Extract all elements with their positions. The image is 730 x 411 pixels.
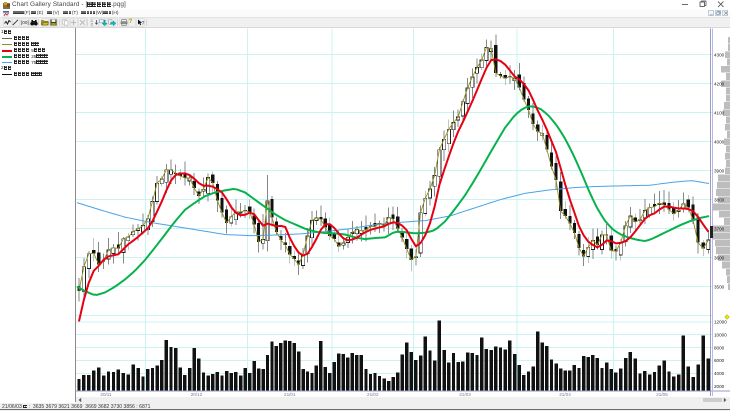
svg-text:8000: 8000: [714, 345, 725, 350]
svg-text:4100: 4100: [714, 110, 725, 115]
svg-text:3600: 3600: [714, 255, 725, 260]
svg-text:21/02: 21/02: [367, 392, 379, 397]
svg-text:3800: 3800: [714, 197, 725, 202]
svg-text:12000: 12000: [714, 320, 727, 325]
svg-text:4300: 4300: [714, 52, 725, 57]
svg-text:2000: 2000: [714, 384, 725, 389]
svg-text:4000: 4000: [714, 139, 725, 144]
svg-text:21/01: 21/01: [284, 392, 296, 397]
svg-text:21/03: 21/03: [459, 392, 471, 397]
svg-text:3700: 3700: [714, 226, 725, 231]
svg-text:20/11: 20/11: [100, 392, 112, 397]
svg-text:4200: 4200: [714, 81, 725, 86]
svg-text:3900: 3900: [714, 168, 725, 173]
svg-text:21/05: 21/05: [656, 392, 668, 397]
svg-text:3500: 3500: [714, 284, 725, 289]
svg-text:6000: 6000: [714, 358, 725, 363]
svg-text:20/12: 20/12: [191, 392, 203, 397]
svg-text:?: ?: [142, 21, 145, 26]
svg-text:4000: 4000: [714, 371, 725, 376]
svg-text:1: 1: [91, 19, 93, 23]
svg-text:10000: 10000: [714, 332, 727, 337]
svg-text:21/04: 21/04: [559, 392, 571, 397]
svg-text:2: 2: [91, 22, 93, 25]
